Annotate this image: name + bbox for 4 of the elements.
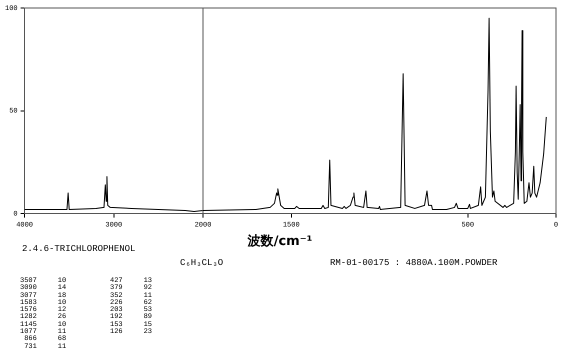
text: C₆H₃CL₃O (180, 258, 224, 268)
text: RM-01-00175 : 4880A.100M.POWDER (330, 258, 498, 268)
text: 2.4.6-TRICHLOROPHENOL (22, 244, 136, 254)
x-axis-title: 波数/cm⁻¹ (246, 233, 314, 250)
